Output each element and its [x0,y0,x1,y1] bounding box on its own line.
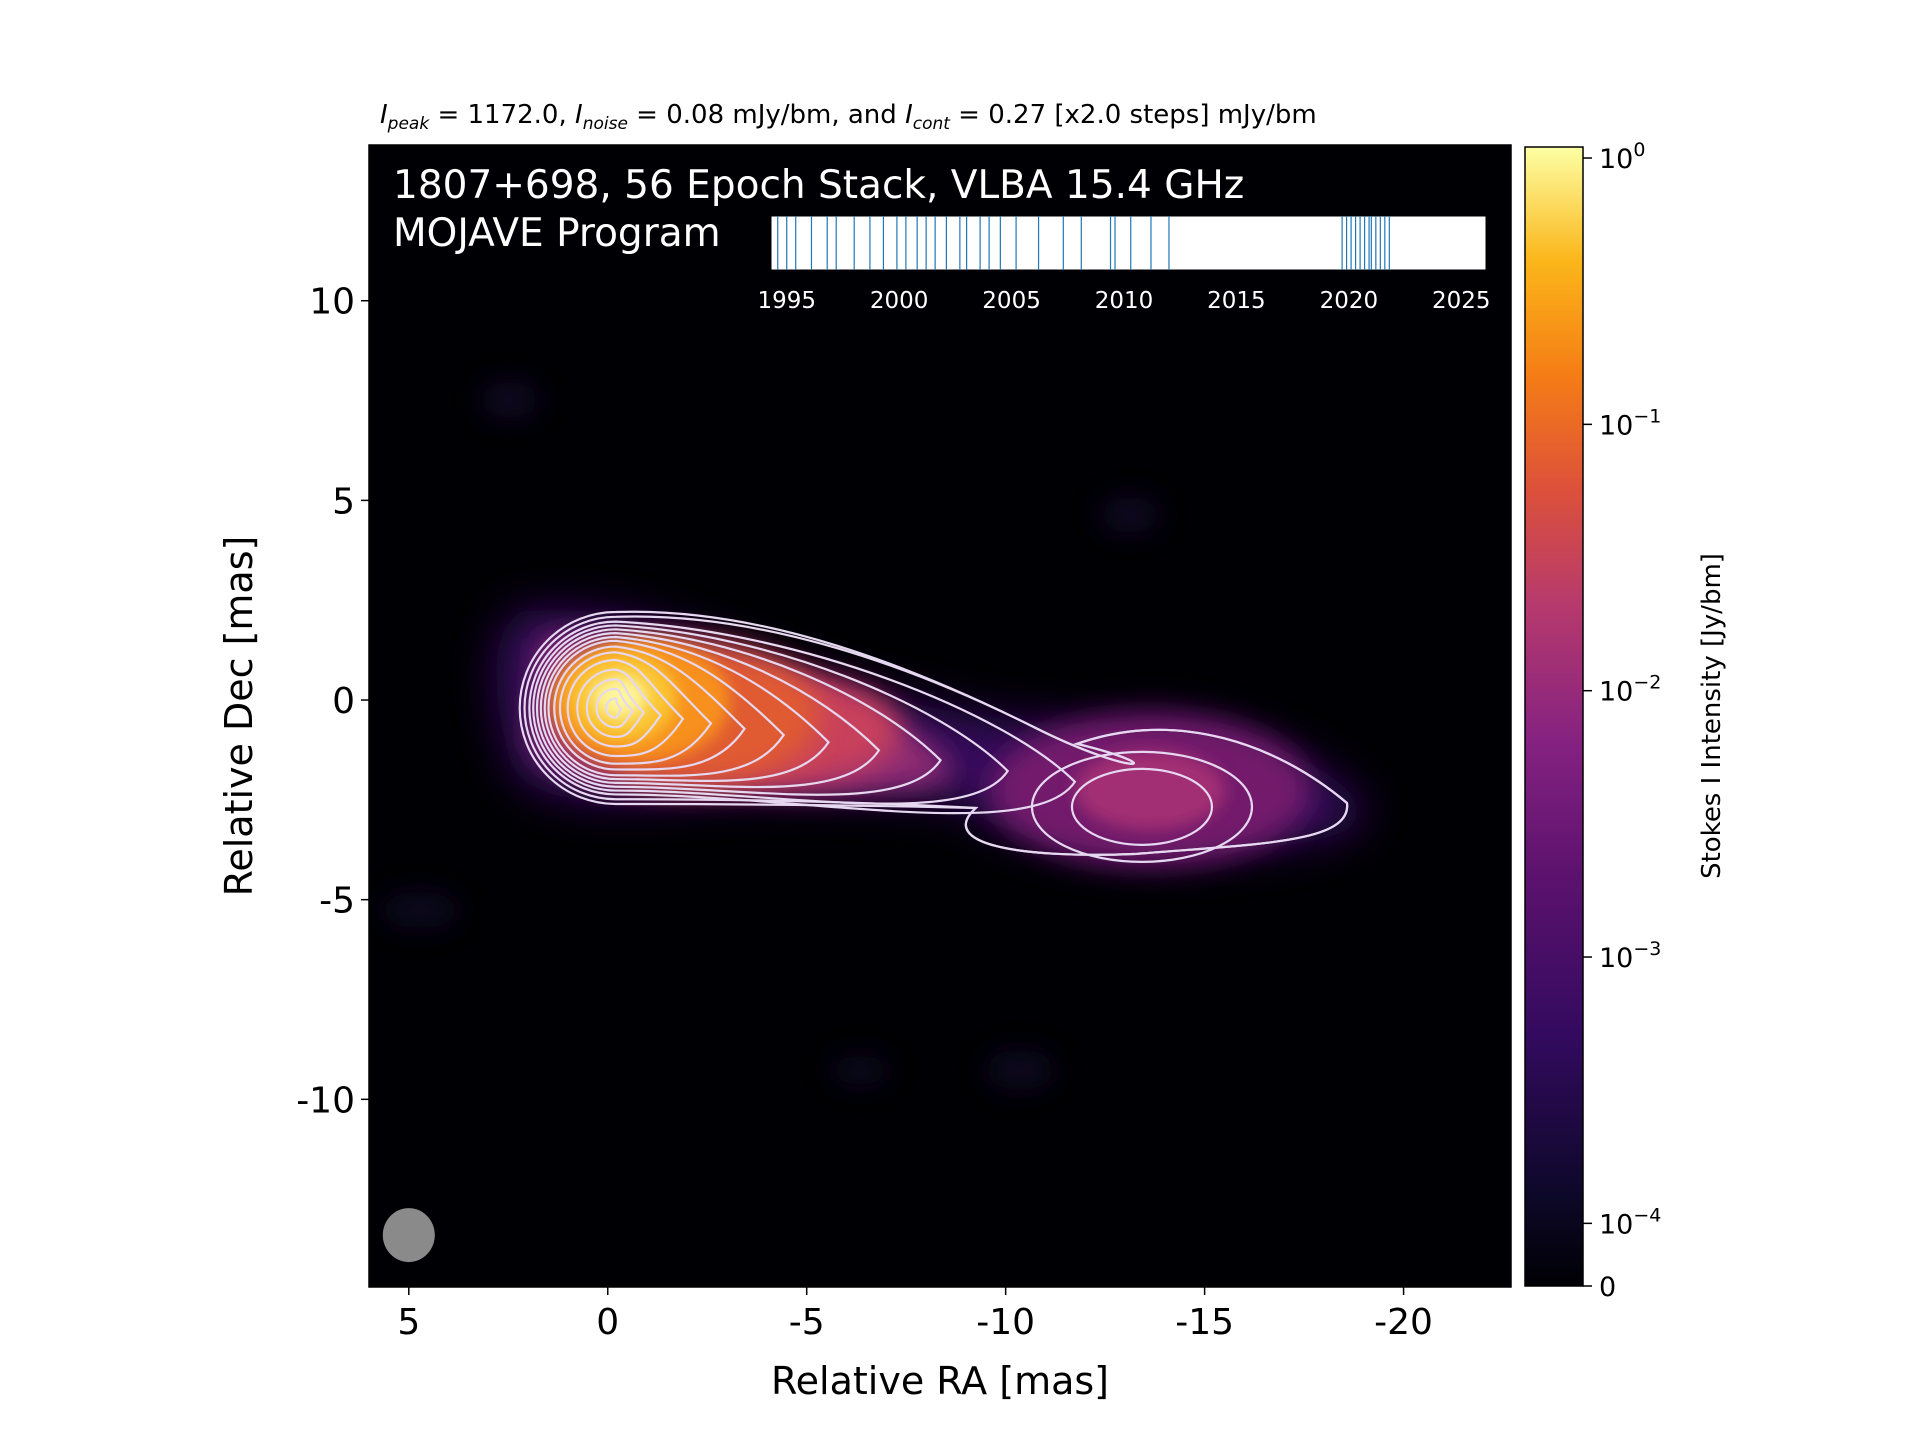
timeline-tick-label: 1995 [757,288,816,314]
noise-subscript: noise [582,114,628,135]
colorbar-tick-label: 10−4 [1599,1204,1661,1240]
plot-frame [368,144,1512,1288]
contour-line [553,645,746,771]
cont-value: = 0.27 [x2.0 steps] mJy/bm [949,100,1317,130]
x-tick-label: -15 [1175,1302,1234,1343]
noise-symbol: I [575,100,583,130]
epoch-lines [777,216,1390,270]
y-tick-label: -10 [296,1080,355,1121]
faint-noise [380,382,1160,1090]
image-area [369,145,1511,1287]
colorbar-frame [1524,146,1584,1287]
cont-subscript: cont [912,114,950,135]
contour-line [547,639,786,777]
x-tick-label: -10 [976,1302,1035,1343]
contour-line [543,635,830,782]
contour-line [566,658,685,758]
y-tick-label: 10 [309,282,355,323]
y-tick-label: 0 [332,681,355,722]
y-tick-label: 5 [332,481,355,522]
x-axis-ticks: 5 0 -5 -10 -15 -20 [397,1287,1433,1343]
contour-line [532,624,1010,805]
epoch-timeline: 1995 2000 2005 2010 2015 2020 2025 [757,215,1491,314]
x-tick-label: -20 [1374,1302,1433,1343]
timeline-box [770,215,1487,271]
knot-contour [1070,767,1214,846]
contour-line [576,668,662,748]
chart-header: Ipeak = 1172.0, Inoise = 0.08 mJy/bm, an… [380,100,1317,134]
peak-value: = 1172.0, [429,100,576,130]
timeline-tick-label: 2025 [1432,288,1491,314]
contour-line [523,615,1349,856]
timeline-tick-label: 2020 [1320,288,1379,314]
colorbar-tick-label: 10−3 [1599,938,1661,974]
x-axis-label: Relative RA [mas] [771,1359,1109,1403]
source-title: 1807+698, 56 Epoch Stack, VLBA 15.4 GHz [393,163,1244,208]
timeline-tick-label: 2015 [1207,288,1266,314]
program-title: MOJAVE Program [393,211,721,256]
contour-line [559,651,713,765]
colorbar-tick-label: 100 [1599,139,1645,175]
colorbar-tick-label: 10−2 [1599,672,1661,708]
colorbar-label: Stokes I Intensity [Jy/bm] [1697,553,1727,879]
contours [518,610,1349,863]
timeline-tick-label: 2000 [870,288,929,314]
x-tick-label: 0 [596,1302,619,1343]
contour-line [539,632,881,789]
colorbar: 100 10−1 10−2 10−3 10−4 0 Stokes I Intensity … [1524,139,1727,1303]
peak-symbol: I [380,100,388,130]
colorbar-tick-label: 10−1 [1599,405,1661,441]
contour-line [585,678,646,738]
peak-subscript: peak [387,114,430,135]
colorbar-ticks: 100 10−1 10−2 10−3 10−4 0 [1583,139,1661,1303]
beam-ellipse [382,1208,435,1263]
timeline-tick-label: 2005 [982,288,1041,314]
contour-line [605,697,623,719]
timeline-tick-label: 2010 [1095,288,1154,314]
source-emission [496,609,1365,865]
contour-line [535,628,942,796]
cont-symbol: I [905,100,913,130]
x-tick-label: 5 [397,1302,420,1343]
noise-value: = 0.08 mJy/bm, and [627,100,906,130]
y-tick-label: -5 [319,881,355,922]
contour-line [528,620,1077,815]
x-tick-label: -5 [789,1302,825,1343]
colorbar-tick-label: 0 [1599,1272,1616,1303]
y-axis-label: Relative Dec [mas] [217,536,261,897]
knot-contour [1030,750,1254,863]
y-axis-ticks: 10 5 0 -5 -10 [296,282,369,1121]
colorbar-gradient [1525,147,1583,1286]
timeline-ticks: 1995 2000 2005 2010 2015 2020 2025 [757,270,1491,314]
contour-line [595,687,634,729]
